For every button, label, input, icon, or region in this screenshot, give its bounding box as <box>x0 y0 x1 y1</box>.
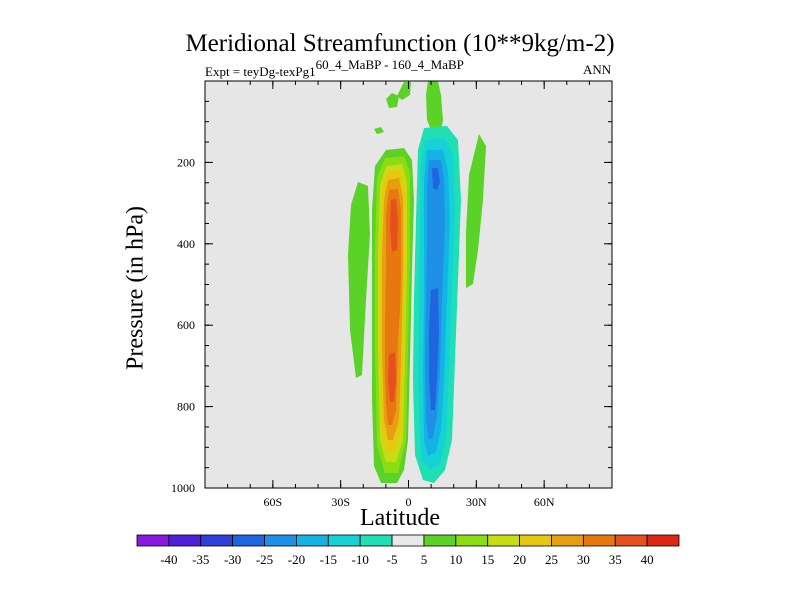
y-tick-label: 600 <box>177 318 195 332</box>
colorbar-box <box>423 534 457 547</box>
y-tick-label: 200 <box>177 155 195 169</box>
colorbar-box <box>455 534 489 547</box>
season-label: ANN <box>583 62 612 77</box>
north-weak-cell <box>466 134 486 288</box>
colorbar-label: 30 <box>577 552 590 567</box>
colorbar-label: 10 <box>449 552 462 567</box>
contour-fields <box>348 81 486 483</box>
upper-blob-2 <box>397 82 411 100</box>
colorbar-box <box>391 534 425 547</box>
chart-title: Meridional Streamfunction (10**9kg/m-2) <box>185 30 615 57</box>
colorbar-box <box>614 534 648 547</box>
x-tick-label: 0 <box>406 495 412 509</box>
colorbar-box <box>646 534 680 547</box>
colorbar-box <box>296 534 329 547</box>
upper-blob-1 <box>386 93 399 108</box>
y-tick-label: 800 <box>177 400 195 414</box>
x-tick-label: 30N <box>466 495 487 509</box>
colorbar-label: -10 <box>352 552 369 567</box>
colorbar-box <box>359 534 393 547</box>
colorbar-box <box>551 534 584 547</box>
experiment-label-main: Expt = teyDg-texPg1 <box>205 64 316 79</box>
colorbar-box <box>487 534 520 547</box>
colorbar-box <box>200 534 234 547</box>
colorbar-box <box>327 534 361 547</box>
colorbar-label: 25 <box>545 552 558 567</box>
colorbar-label: 15 <box>481 552 494 567</box>
north-cell-core-upper <box>432 168 440 190</box>
colorbar-box <box>519 534 552 547</box>
experiment-label: Expt = teyDg-texPg160_4_MaBP - 160_4_MaB… <box>205 57 464 80</box>
colorbar-label: -40 <box>160 552 177 567</box>
colorbar-box <box>582 534 616 547</box>
colorbar-label: -5 <box>387 552 398 567</box>
north-cell-25 <box>429 288 439 410</box>
colorbar-label: -15 <box>320 552 337 567</box>
experiment-label-superscript: 60_4_MaBP - 160_4_MaBP <box>315 57 464 72</box>
colorbar-label: -25 <box>256 552 273 567</box>
y-tick-label: 1000 <box>171 481 195 495</box>
south-cell-core-lower <box>388 352 396 402</box>
colorbar-label: 5 <box>421 552 428 567</box>
x-tick-label: 30S <box>331 495 350 509</box>
colorbar-label: 40 <box>641 552 654 567</box>
south-cell-core-upper <box>390 199 398 252</box>
north-cell-outer <box>426 81 443 132</box>
south-weak-cell <box>348 182 370 378</box>
colorbar-label: 20 <box>513 552 526 567</box>
x-tick-label: 60N <box>534 495 555 509</box>
colorbar-label: 35 <box>609 552 622 567</box>
upper-blob-3 <box>374 127 384 134</box>
x-axis-label: Latitude <box>360 505 440 531</box>
colorbar-box <box>264 534 297 547</box>
y-tick-label: 400 <box>177 237 195 251</box>
colorbar-label: -35 <box>192 552 209 567</box>
colorbar-box <box>136 534 170 547</box>
colorbar-box <box>232 534 265 547</box>
colorbar-box <box>168 534 202 547</box>
plot-axes: 60S 30S 0 30N 60N 200 400 600 800 1000 <box>171 80 613 509</box>
colorbar-label: -30 <box>224 552 241 567</box>
colorbar-label: -20 <box>288 552 305 567</box>
x-tick-label: 60S <box>263 495 282 509</box>
